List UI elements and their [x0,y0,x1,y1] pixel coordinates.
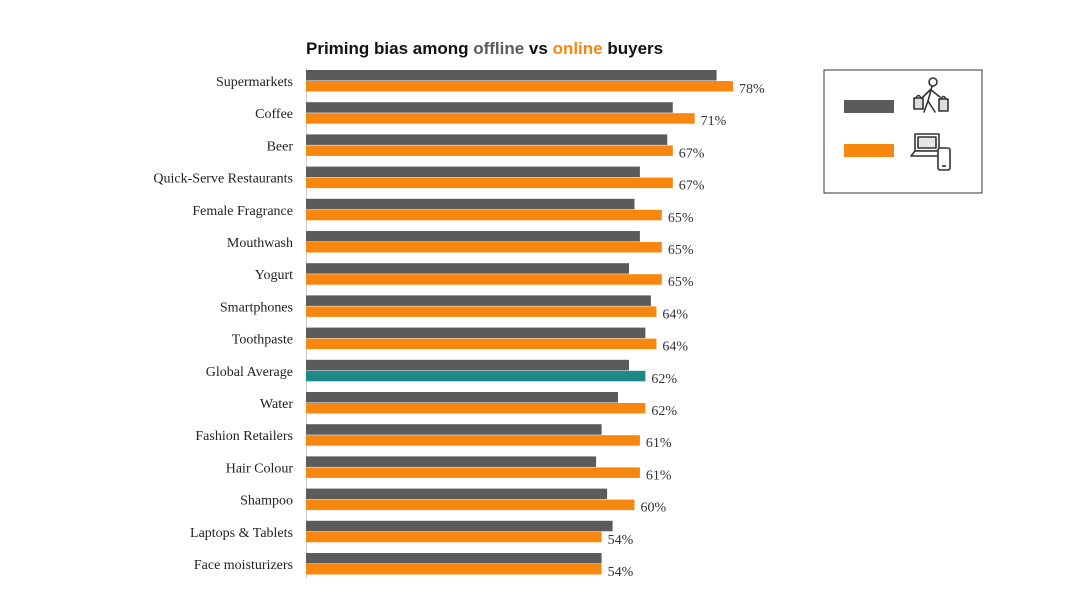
value-label-toothpaste: 64% [662,340,688,355]
category-label-coffee: Coffee [255,107,293,122]
bar-offline-fashion-retailers [306,424,602,435]
bar-offline-shampoo [306,488,608,500]
value-label-supermarkets: 78% [739,82,765,97]
category-label-toothpaste: Toothpaste [232,333,293,348]
bar-online-supermarkets [306,81,733,92]
bar-offline-female-fragrance [306,198,635,210]
legend [823,69,983,194]
bar-offline-laptops-and-tablets [306,520,613,532]
bar-offline-smartphones [306,295,651,306]
bar-offline-coffee [306,102,673,113]
category-label-smartphones: Smartphones [220,300,293,315]
title-part-offline: offline [473,39,524,58]
bar-online-female-fragrance [306,209,662,221]
bar-online-global-average [306,370,646,382]
shopper-with-bags-icon [913,77,949,113]
category-label-mouthwash: Mouthwash [227,236,293,251]
value-label-beer: 67% [679,146,705,161]
value-label-global-average: 62% [651,372,677,387]
bar-offline-mouthwash [306,231,640,242]
value-label-shampoo: 60% [640,501,666,516]
value-label-quick-serve-restaurants: 67% [679,179,705,194]
bar-online-laptops-and-tablets [306,531,602,543]
bar-online-shampoo [306,499,635,511]
title-part-1: Priming bias among [306,39,473,58]
bar-online-yogurt [306,274,662,285]
bar-online-hair-colour [306,467,640,478]
bar-offline-toothpaste [306,327,646,339]
legend-offline-swatch [844,100,894,113]
category-label-face-moisturizers: Face moisturizers [194,558,293,573]
bar-offline-beer [306,134,668,145]
laptop-and-phone-icon [910,133,951,171]
bar-online-face-moisturizers [306,564,602,575]
bar-offline-hair-colour [306,456,597,467]
value-label-coffee: 71% [701,114,727,129]
value-label-laptops-and-tablets: 54% [608,533,634,548]
bar-online-toothpaste [306,338,657,350]
value-label-female-fragrance: 65% [668,211,694,226]
value-label-water: 62% [651,404,677,419]
bar-online-water [306,403,646,414]
bar-offline-supermarkets [306,70,717,81]
title-part-online: online [553,39,603,58]
category-label-laptops-and-tablets: Laptops & Tablets [190,526,293,541]
bar-offline-water [306,392,618,403]
bar-online-smartphones [306,306,657,317]
value-label-fashion-retailers: 61% [646,436,672,451]
bar-offline-quick-serve-restaurants [306,166,640,178]
bar-online-quick-serve-restaurants [306,177,673,189]
category-label-supermarkets: Supermarkets [216,75,293,90]
value-label-face-moisturizers: 54% [608,565,634,580]
value-label-smartphones: 64% [662,307,688,322]
category-label-quick-serve-restaurants: Quick-Serve Restaurants [153,172,293,187]
bar-online-mouthwash [306,242,662,253]
category-label-beer: Beer [267,139,294,154]
bar-online-beer [306,145,673,156]
category-label-fashion-retailers: Fashion Retailers [195,429,293,444]
bar-online-coffee [306,113,695,124]
bar-online-fashion-retailers [306,435,640,446]
bar-offline-face-moisturizers [306,553,602,564]
legend-box [823,69,983,194]
category-label-water: Water [260,397,293,412]
category-label-female-fragrance: Female Fragrance [192,204,293,219]
category-label-shampoo: Shampoo [240,494,293,509]
value-label-yogurt: 65% [668,275,694,290]
title-part-3: vs [524,39,552,58]
title-part-5: buyers [603,39,663,58]
bar-offline-global-average [306,359,629,371]
category-label-hair-colour: Hair Colour [226,461,294,476]
legend-online-swatch [844,144,894,157]
bar-offline-yogurt [306,263,629,274]
category-label-yogurt: Yogurt [255,268,293,283]
plot-area: Supermarkets 78% Coffee 71% Beer 67% Quick-Ser… [153,70,765,580]
value-label-hair-colour: 61% [646,468,672,483]
value-label-mouthwash: 65% [668,243,694,258]
category-label-global-average: Global Average [206,365,293,380]
chart-title: Priming bias among offline vs online buy… [306,39,663,58]
